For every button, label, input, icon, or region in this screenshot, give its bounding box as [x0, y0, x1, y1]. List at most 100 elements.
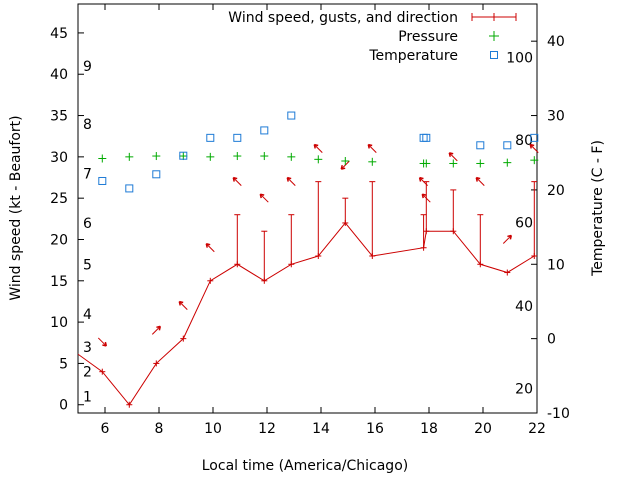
pressure-series [98, 152, 539, 168]
wind-direction-arrow [151, 325, 162, 335]
wind-speed-point [261, 277, 268, 284]
wind-direction-arrow [232, 176, 242, 187]
legend-sample-temperature [490, 51, 498, 59]
wind-direction-arrow [97, 337, 108, 347]
fahrenheit-scale-labels: 20 40 60 80 100 [506, 51, 533, 398]
temperature-series [98, 111, 539, 193]
pressure-point [530, 156, 539, 165]
beaufort-label: 4 [83, 307, 92, 323]
beaufort-label: 7 [83, 166, 92, 182]
y-left-tick-label: 35 [50, 109, 68, 125]
wind-speed-point [342, 219, 349, 226]
fahrenheit-label: 80 [515, 133, 533, 149]
y-right-tick-label: 40 [547, 34, 565, 50]
beaufort-label: 8 [83, 117, 92, 133]
wind-direction-arrow [421, 193, 431, 203]
temperature-point [98, 176, 107, 185]
wind-direction-arrow [286, 176, 296, 187]
wind-speed-point [207, 277, 214, 284]
pressure-point [287, 152, 296, 161]
x-tick-label: 22 [528, 421, 546, 437]
wind-speed-point [369, 253, 376, 260]
legend-label-temperature: Temperature [368, 48, 458, 64]
pressure-point [233, 152, 242, 161]
x-tick-label: 10 [204, 421, 222, 437]
wind-speed-point [477, 261, 484, 268]
pressure-point [260, 152, 269, 161]
fahrenheit-label: 20 [515, 381, 533, 397]
wind-gust-lines [234, 181, 537, 281]
plot-frame [77, 3, 538, 414]
wind-direction-arrow [502, 234, 513, 244]
wind-direction-arrow [418, 176, 428, 187]
wind-speed-point [53, 336, 59, 342]
x-tick-label: 18 [420, 421, 438, 437]
wind-speed-point [315, 253, 322, 260]
pressure-point [179, 152, 188, 161]
y-left-tick-label: 30 [50, 150, 68, 166]
pressure-point [422, 159, 431, 168]
y-left-tick-label: 25 [50, 191, 68, 207]
wind-speed-point [234, 261, 241, 268]
wind-direction-arrow [340, 160, 350, 170]
fahrenheit-label: 100 [506, 51, 533, 67]
y-left-tick-label: 15 [50, 274, 68, 290]
wind-direction-arrow [475, 176, 485, 187]
x-tick-label: 8 [155, 421, 164, 437]
y-left-tick-label: 10 [50, 315, 68, 331]
wind-speed-point [504, 269, 511, 276]
y-left-tick-label: 45 [50, 26, 68, 42]
wind-direction-arrows [97, 143, 539, 347]
temperature-point [125, 184, 134, 193]
legend-label-wind: Wind speed, gusts, and direction [228, 10, 458, 26]
y-left-tick-label: 5 [59, 356, 68, 372]
x-tick-label: 6 [101, 421, 110, 437]
wind-speed-point [153, 360, 160, 367]
beaufort-label: 3 [83, 340, 92, 356]
wind-speed-point [180, 335, 187, 342]
pressure-point [503, 158, 512, 167]
wind-speed-series [53, 219, 537, 408]
beaufort-label: 9 [83, 59, 92, 75]
y-axis-right: -10 0 10 20 30 40 [531, 34, 570, 422]
y-right-tick-label: 20 [547, 183, 565, 199]
beaufort-label: 1 [83, 389, 92, 405]
y-left-tick-label: 40 [50, 67, 68, 83]
y-axis-left: 0 5 10 15 20 25 30 35 40 45 [50, 26, 84, 414]
temperature-point [152, 170, 161, 179]
temperature-point [206, 133, 215, 142]
legend: Wind speed, gusts, and direction Pressur… [228, 10, 517, 64]
pressure-point [314, 155, 323, 164]
beaufort-scale-labels: 1 2 3 4 5 6 7 8 9 [83, 59, 92, 406]
wind-speed-line [78, 222, 535, 406]
wind-direction-arrow [205, 243, 215, 253]
y-right-tick-label: 10 [547, 257, 565, 273]
pressure-point [152, 152, 161, 161]
pressure-point [125, 152, 134, 161]
temperature-point [419, 133, 428, 142]
x-tick-label: 16 [366, 421, 384, 437]
pressure-point [341, 156, 350, 165]
temperature-point [287, 111, 296, 120]
fahrenheit-label: 40 [515, 299, 533, 315]
y-axis-left-label: Wind speed (kt - Beaufort) [8, 115, 24, 300]
x-axis-label: Local time (America/Chicago) [202, 458, 408, 474]
pressure-point [206, 152, 215, 161]
temperature-point [503, 141, 512, 150]
pressure-point [98, 154, 107, 163]
fahrenheit-label: 60 [515, 216, 533, 232]
temperature-point [476, 141, 485, 150]
y-right-tick-label: -10 [547, 406, 570, 422]
wind-speed-point [531, 253, 537, 260]
y-left-tick-label: 20 [50, 232, 68, 248]
x-axis: 6 8 10 12 14 16 18 20 22 [101, 4, 546, 437]
pressure-point [476, 159, 485, 168]
wind-speed-point [420, 244, 427, 251]
temperature-point [233, 133, 242, 142]
wind-direction-arrow [259, 193, 269, 203]
wind-direction-arrow [448, 152, 458, 162]
legend-sample-pressure [489, 31, 499, 41]
x-tick-label: 20 [474, 421, 492, 437]
y-right-tick-label: 0 [547, 332, 556, 348]
